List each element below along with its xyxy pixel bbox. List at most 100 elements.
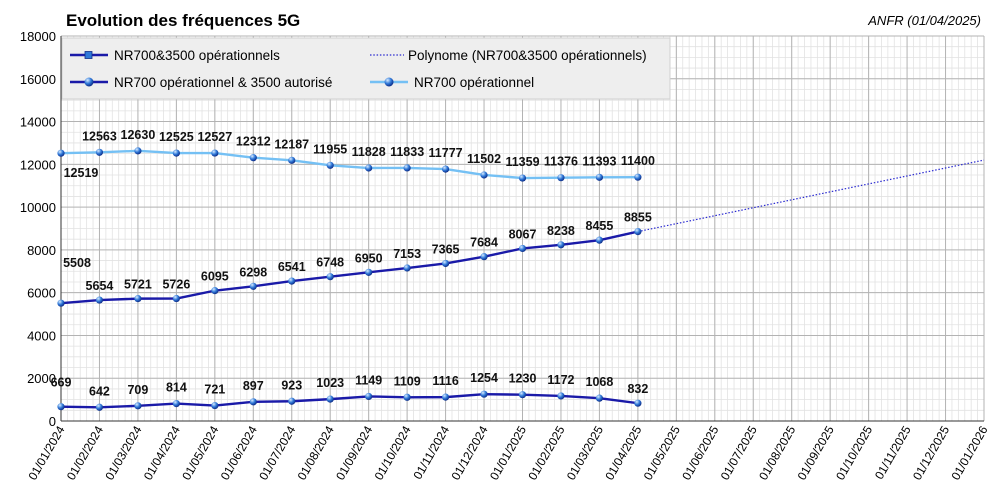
plot-area: 0 2000 4000 6000 8000 10000 12000 14000 16000 180…	[20, 29, 991, 483]
data-label: 6950	[355, 251, 383, 265]
x-tick-label: 01/09/2025	[795, 423, 837, 482]
data-label: 1116	[432, 374, 458, 388]
data-point	[557, 392, 565, 400]
data-point	[172, 294, 180, 303]
y-tick-label: 4000	[27, 328, 56, 343]
data-point	[57, 299, 65, 307]
trendline	[637, 159, 985, 233]
data-label: 7153	[393, 247, 421, 261]
legend-label: NR700 opérationnel	[414, 75, 534, 90]
data-point	[557, 241, 565, 249]
data-label: 642	[89, 384, 110, 398]
x-tick-label: 01/05/2025	[641, 423, 683, 482]
data-label: 814	[166, 381, 187, 395]
chart-title: Evolution des fréquences 5G	[66, 11, 300, 30]
data-point	[211, 287, 219, 295]
data-label: 8238	[547, 224, 575, 238]
data-point	[595, 173, 604, 181]
data-label: 1109	[394, 374, 421, 388]
data-point	[211, 149, 219, 157]
data-label: 12187	[274, 137, 309, 151]
x-tick-label: 01/11/2025	[872, 423, 914, 482]
data-label: 832	[627, 382, 648, 396]
data-label: 1023	[316, 376, 344, 390]
data-label: 1172	[547, 373, 574, 387]
data-point	[365, 164, 373, 172]
data-point	[634, 173, 642, 181]
data-point	[365, 268, 373, 276]
data-label: 11376	[544, 155, 578, 169]
series-line	[60, 230, 639, 305]
data-point	[480, 253, 488, 261]
x-tick-label: 01/04/2025	[602, 423, 644, 482]
data-point	[57, 403, 65, 411]
data-point	[595, 236, 604, 244]
x-tick-label: 01/12/2025	[910, 423, 952, 482]
x-tick-label: 01/01/2025	[487, 423, 529, 482]
x-tick-label: 01/07/2024	[256, 423, 298, 482]
x-tick-label: 01/04/2024	[141, 423, 183, 482]
legend-marker	[84, 77, 94, 87]
data-label: 6298	[239, 265, 267, 279]
series-line	[60, 392, 639, 409]
x-tick-label: 01/06/2024	[218, 423, 260, 482]
data-point	[249, 154, 257, 162]
data-point	[441, 393, 450, 401]
data-label: 5726	[162, 278, 190, 292]
x-tick-label: 01/03/2024	[102, 423, 144, 482]
data-label: 6095	[201, 270, 229, 284]
data-point	[249, 282, 257, 290]
data-point	[634, 399, 642, 407]
data-label: 5654	[86, 279, 114, 293]
x-tick-label: 01/05/2024	[179, 423, 221, 482]
data-label: 11400	[621, 154, 655, 168]
data-point	[365, 392, 373, 401]
legend: NR700&3500 opérationnels Polynome (NR700&…	[61, 37, 671, 100]
legend-label: NR700 opérationnel & 3500 autorisé	[114, 75, 332, 90]
data-point	[95, 403, 104, 411]
x-tick-label: 01/08/2025	[756, 423, 798, 482]
data-point	[441, 165, 450, 173]
data-label: 12525	[159, 130, 194, 144]
y-tick-label: 18000	[20, 29, 56, 44]
data-label: 5508	[63, 256, 91, 270]
y-tick-label: 10000	[20, 200, 56, 215]
data-point	[634, 228, 642, 236]
data-point	[134, 295, 142, 303]
data-label: 669	[51, 376, 72, 390]
data-point	[518, 174, 527, 182]
data-point	[441, 259, 450, 268]
data-point	[326, 395, 334, 403]
data-label: 11777	[429, 146, 463, 160]
data-label: 897	[243, 379, 264, 393]
data-label: 12519	[64, 166, 99, 180]
data-point	[172, 149, 180, 157]
data-point	[288, 156, 296, 164]
data-label: 6541	[278, 260, 306, 274]
data-label: 11502	[467, 152, 501, 166]
data-label: 1230	[509, 372, 537, 386]
data-label: 12630	[121, 128, 156, 142]
data-point	[95, 148, 104, 156]
data-label: 8855	[624, 211, 652, 225]
data-label: 12527	[197, 130, 232, 144]
data-point	[211, 401, 219, 410]
y-tick-label: 0	[49, 414, 56, 429]
data-label: 721	[204, 383, 225, 397]
data-label: 7365	[432, 242, 460, 256]
data-label: 6748	[316, 256, 344, 270]
y-tick-label: 8000	[27, 243, 56, 258]
data-point	[403, 264, 411, 272]
y-tick-label: 12000	[20, 157, 56, 172]
x-tick-label: 01/11/2024	[410, 423, 452, 482]
data-point	[518, 244, 527, 253]
data-point	[288, 277, 296, 285]
data-label: 1254	[470, 371, 498, 385]
data-label: 5721	[124, 278, 152, 292]
data-point	[403, 393, 411, 401]
y-tick-label: 16000	[20, 72, 56, 87]
legend-label: Polynome (NR700&3500 opérationnels)	[408, 48, 647, 63]
data-label: 7684	[470, 236, 498, 250]
x-tick-label: 01/03/2025	[564, 423, 606, 482]
